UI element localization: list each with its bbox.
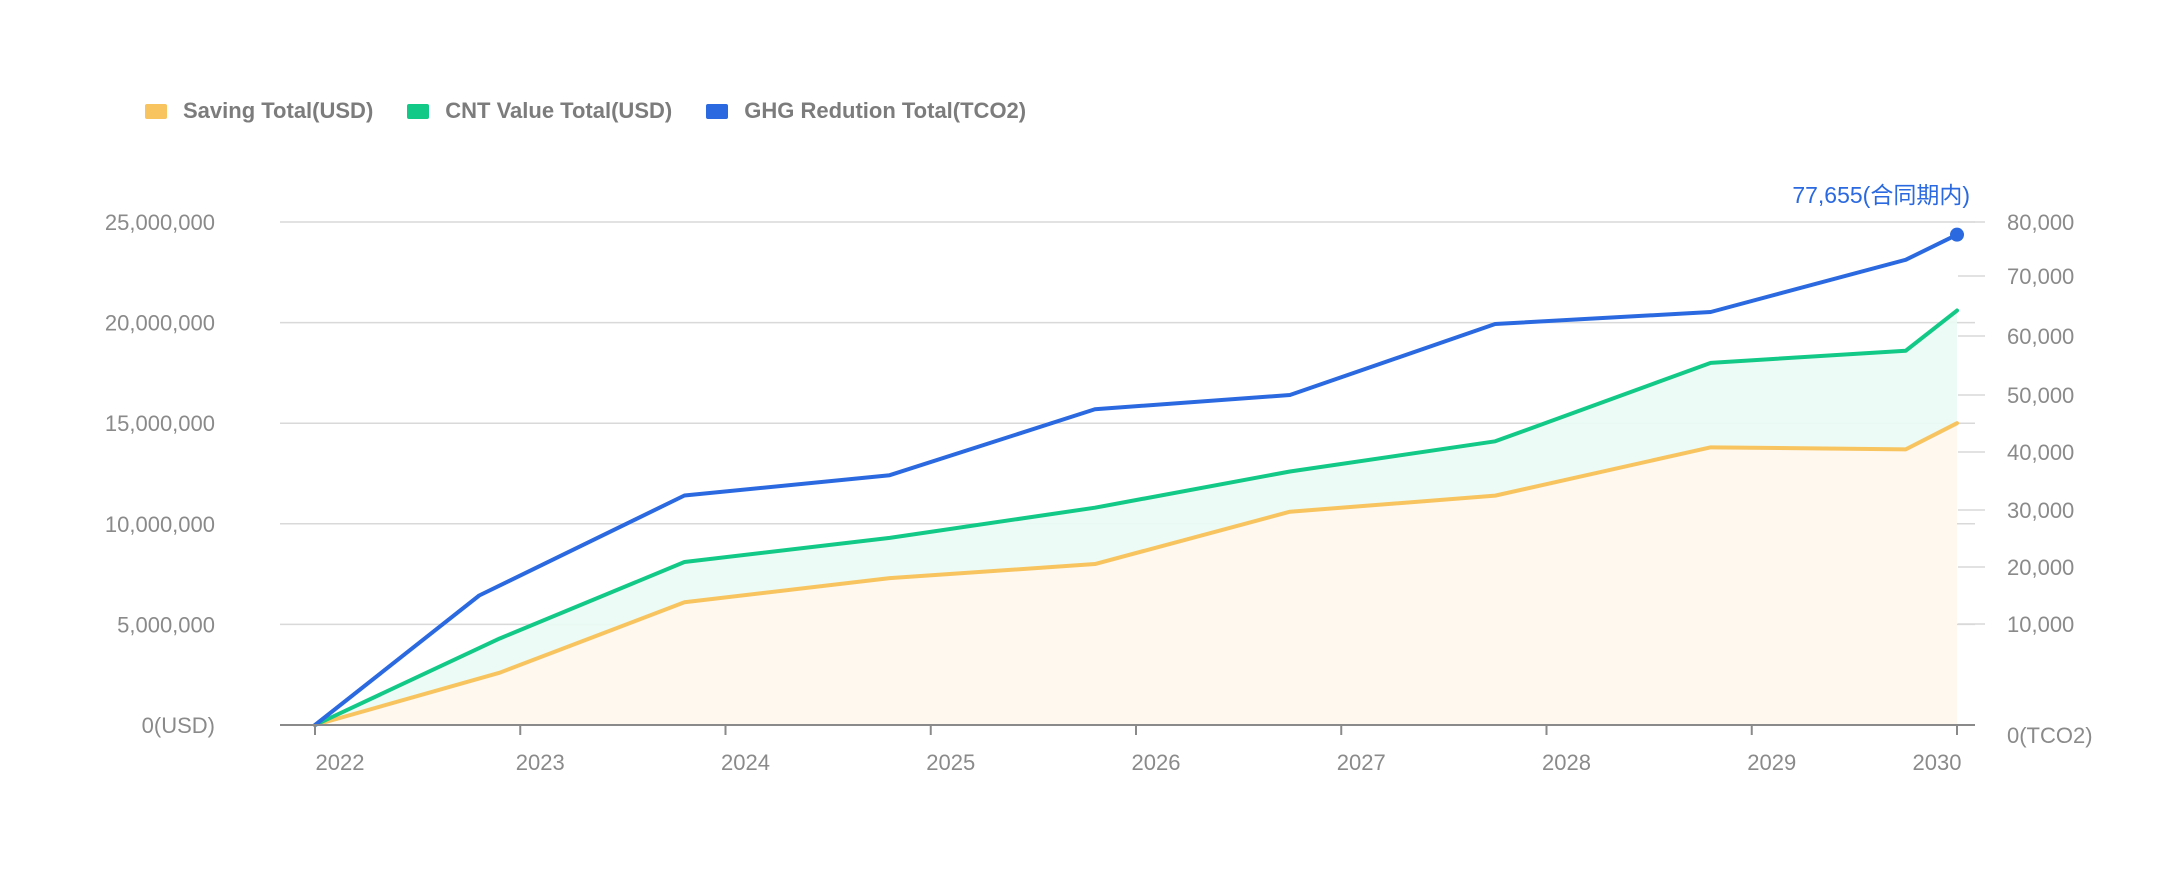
x-tick-label: 2030 — [1913, 750, 1962, 775]
axes — [280, 221, 1985, 735]
y-left-tick-label: 0(USD) — [142, 713, 215, 738]
x-tick-label: 2027 — [1337, 750, 1386, 775]
x-tick-label: 2028 — [1542, 750, 1591, 775]
series-lines — [313, 232, 1959, 727]
legend-label-saving: Saving Total(USD) — [183, 98, 374, 123]
y-right-tick-label: 40,000 — [2007, 440, 2074, 465]
y-right-tick-label: 30,000 — [2007, 498, 2074, 523]
x-tick-label: 2023 — [516, 750, 565, 775]
y-right-tick-label: 60,000 — [2007, 324, 2074, 349]
legend-item-ghg-redution-total[interactable]: GHG Redution Total(TCO2) — [706, 98, 1026, 124]
x-tick-label: 2026 — [1132, 750, 1181, 775]
annotations: 77,655(合同期内) — [1792, 182, 1970, 242]
y-right-tick-label: 20,000 — [2007, 555, 2074, 580]
series-line-saving-total[interactable] — [313, 421, 1959, 727]
series-line-cnt-value-total[interactable] — [313, 308, 1959, 727]
area-saving-total — [315, 423, 1957, 725]
y-left-tick-label: 5,000,000 — [117, 612, 215, 637]
y-left-tick-label: 20,000,000 — [105, 311, 215, 336]
legend-item-cnt-value-total[interactable]: CNT Value Total(USD) — [407, 98, 672, 124]
legend-label-cnt: CNT Value Total(USD) — [445, 98, 673, 123]
y-left-tick-label: 25,000,000 — [105, 210, 215, 235]
y-right-tick-label: 70,000 — [2007, 264, 2074, 289]
legend-swatch-cnt — [407, 103, 430, 119]
legend-swatch-ghg — [706, 103, 729, 119]
chart-legend: Saving Total(USD) CNT Value Total(USD) G… — [145, 98, 1060, 124]
end-point-marker[interactable] — [1950, 227, 1964, 242]
legend-swatch-saving — [145, 103, 167, 119]
y-right-tick-label: 50,000 — [2007, 383, 2074, 408]
x-tick-label: 2025 — [926, 750, 975, 775]
tick-labels: 0(USD) 5,000,000 10,000,000 15,000,000 20,00… — [105, 210, 2093, 775]
series-line-ghg-redution-total[interactable] — [313, 232, 1959, 727]
y-left-tick-label: 10,000,000 — [105, 512, 215, 537]
legend-item-saving-total[interactable]: Saving Total(USD) — [145, 98, 373, 124]
x-tick-label: 2024 — [721, 750, 770, 775]
x-tick-label: 2029 — [1747, 750, 1796, 775]
area-fills — [315, 310, 1957, 725]
x-tick-label: 2022 — [316, 750, 365, 775]
legend-label-ghg: GHG Redution Total(TCO2) — [744, 98, 1027, 123]
y-right-tick-label: 80,000 — [2007, 210, 2074, 235]
end-point-annotation-label: 77,655(合同期内) — [1792, 182, 1970, 208]
y-right-tick-label: 10,000 — [2007, 612, 2074, 637]
y-left-tick-label: 15,000,000 — [105, 411, 215, 436]
y-right-tick-label: 0(TCO2) — [2007, 723, 2093, 748]
